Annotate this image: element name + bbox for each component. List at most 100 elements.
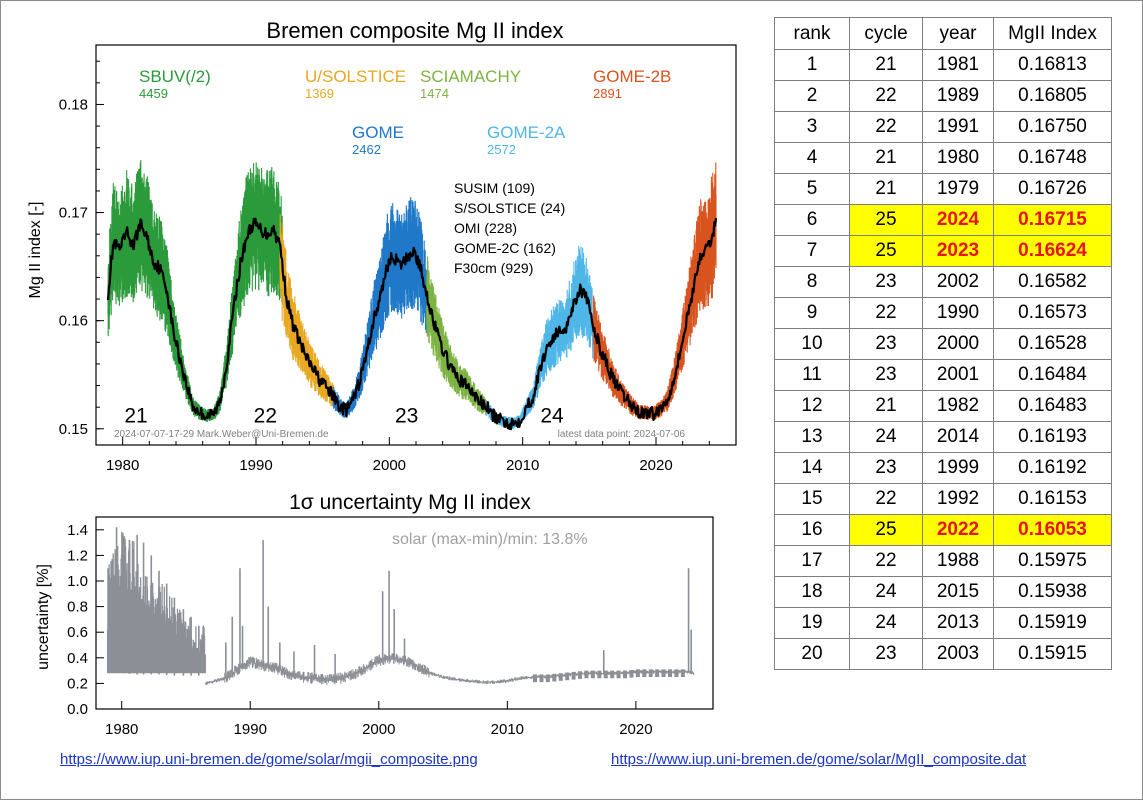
sciamachy-label: SCIAMACHY xyxy=(420,67,521,86)
index-cell: 0.16483 xyxy=(993,390,1112,422)
uncertainty-segment xyxy=(668,669,673,677)
cycle-cell: 22 xyxy=(849,545,923,577)
gome-label: GOME xyxy=(352,123,404,142)
header-rank: rank xyxy=(774,17,850,50)
cycle-label: 23 xyxy=(395,404,418,427)
ranking-table: rank cycle year MgII Index 1 21 1981 0.1681… xyxy=(774,17,1112,670)
index-cell: 0.15919 xyxy=(993,607,1112,639)
cycle-cell: 21 xyxy=(849,173,923,205)
cycle-cell: 23 xyxy=(849,359,923,391)
rank-cell: 7 xyxy=(774,235,850,267)
cycle-cell: 22 xyxy=(849,111,923,143)
table-row: 13 24 2014 0.16193 xyxy=(774,421,1112,453)
uncertainty-segment xyxy=(680,669,685,677)
uncertainty-segment xyxy=(545,674,550,683)
table-row: 18 24 2015 0.15938 xyxy=(774,576,1112,608)
year-cell: 1982 xyxy=(922,390,994,422)
year-cell: 2013 xyxy=(922,607,994,639)
index-cell: 0.16748 xyxy=(993,142,1112,174)
uncertainty-segment xyxy=(597,670,602,679)
x-tick-label: 1980 xyxy=(106,457,139,474)
x-tick-label: 2000 xyxy=(373,457,406,474)
y-tick-label: 0.18 xyxy=(59,96,88,113)
table-row: 14 23 1999 0.16192 xyxy=(774,452,1112,484)
cycle-cell: 23 xyxy=(849,328,923,360)
index-cell: 0.16193 xyxy=(993,421,1112,453)
index-cell: 0.16153 xyxy=(993,483,1112,515)
header-mgii-index: MgII Index xyxy=(993,17,1112,50)
dat-source-link[interactable]: https://www.iup.uni-bremen.de/gome/solar… xyxy=(611,751,1027,768)
table-row: 1 21 1981 0.16813 xyxy=(774,49,1112,81)
year-cell: 2001 xyxy=(922,359,994,391)
uncertainty-segment xyxy=(539,674,544,683)
year-cell: 1992 xyxy=(922,483,994,515)
index-cell: 0.16484 xyxy=(993,359,1112,391)
index-cell: 0.16528 xyxy=(993,328,1112,360)
year-cell: 1988 xyxy=(922,545,994,577)
cycle-label: 24 xyxy=(540,404,564,427)
table-header-row: rank cycle year MgII Index xyxy=(774,17,1112,50)
uncertainty-segment xyxy=(603,670,608,679)
rank-cell: 10 xyxy=(774,328,850,360)
uncertainty-plot: 1980 1990 2000 2010 2020 0.0 0.2 0.4 0.6 0.8 1.0 1.… xyxy=(67,522,695,738)
rank-cell: 14 xyxy=(774,452,850,484)
other-instrument-item: SUSIM (109) xyxy=(454,180,535,196)
rank-cell: 15 xyxy=(774,483,850,515)
uncertainty-y-axis-label: uncertainty [%] xyxy=(35,564,52,670)
y-tick-label: 0.17 xyxy=(59,205,88,222)
y-tick-label: 0.6 xyxy=(67,624,88,641)
footer-credit: 2024-07-07-17-29 Mark.Weber@Uni-Bremen.d… xyxy=(114,429,329,440)
index-cell: 0.15915 xyxy=(993,638,1112,670)
table-row: 8 23 2002 0.16582 xyxy=(774,266,1112,298)
uncertainty-segment xyxy=(661,669,666,677)
x-tick-label: 1980 xyxy=(105,721,138,738)
other-instrument-item: F30cm (929) xyxy=(454,260,533,276)
y-tick-label: 0.2 xyxy=(67,675,88,692)
other-instruments-list: SUSIM (109) S/SOLSTICE (24) OMI (228) GO… xyxy=(454,180,565,276)
uncertainty-segment xyxy=(558,673,563,681)
rank-cell: 3 xyxy=(774,111,850,143)
year-cell: 1990 xyxy=(922,297,994,329)
series-band-gome xyxy=(332,197,428,419)
smoothed-line xyxy=(106,217,718,431)
sciamachy-count: 1474 xyxy=(420,86,449,101)
png-source-link[interactable]: https://www.iup.uni-bremen.de/gome/solar… xyxy=(60,751,478,768)
cycle-cell: 24 xyxy=(849,607,923,639)
rank-cell: 9 xyxy=(774,297,850,329)
uncertainty-segment xyxy=(629,669,634,678)
cycle-cell: 21 xyxy=(849,390,923,422)
year-cell: 1979 xyxy=(922,173,994,205)
year-cell: 2000 xyxy=(922,328,994,360)
series-band-gome-2b xyxy=(592,162,717,421)
cycle-cell: 22 xyxy=(849,80,923,112)
rank-cell: 18 xyxy=(774,576,850,608)
uncertainty-segment xyxy=(616,670,621,679)
other-instrument-item: GOME-2C (162) xyxy=(454,240,556,256)
uncertainty-segment xyxy=(648,669,653,677)
table-row: 19 24 2013 0.15919 xyxy=(774,607,1112,639)
cycle-cell: 25 xyxy=(849,204,923,236)
y-tick-label: 1.4 xyxy=(67,522,88,539)
series-band-sciamachy xyxy=(426,256,488,416)
uncertainty-segment xyxy=(565,672,570,681)
cycle-label: 22 xyxy=(254,404,277,427)
table-row: 15 22 1992 0.16153 xyxy=(774,483,1112,515)
uncertainty-series xyxy=(204,653,695,686)
y-tick-label: 1.0 xyxy=(67,573,88,590)
header-cycle: cycle xyxy=(849,17,923,50)
usolstice-count: 1369 xyxy=(305,86,334,101)
table-row: 7 25 2023 0.16624 xyxy=(774,235,1112,267)
cycle-cell: 23 xyxy=(849,638,923,670)
index-cell: 0.16715 xyxy=(993,204,1112,236)
cycle-cell: 23 xyxy=(849,266,923,298)
index-cell: 0.16624 xyxy=(993,235,1112,267)
table-row: 3 22 1991 0.16750 xyxy=(774,111,1112,143)
index-cell: 0.15975 xyxy=(993,545,1112,577)
main-y-axis-label: Mg II index [-] xyxy=(27,202,44,299)
uncertainty-segment xyxy=(674,669,679,677)
table-row: 2 22 1989 0.16805 xyxy=(774,80,1112,112)
uncertainty-segment xyxy=(655,669,660,677)
cycle-cell: 24 xyxy=(849,421,923,453)
index-cell: 0.16192 xyxy=(993,452,1112,484)
x-tick-label: 2010 xyxy=(491,721,524,738)
